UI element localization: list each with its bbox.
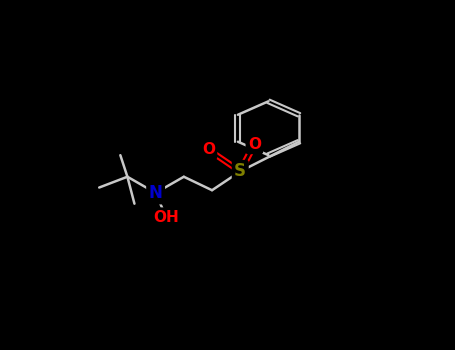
Text: O: O bbox=[248, 137, 261, 152]
Text: S: S bbox=[234, 162, 246, 180]
Text: OH: OH bbox=[153, 210, 179, 225]
Text: O: O bbox=[202, 142, 215, 157]
Text: N: N bbox=[149, 184, 162, 202]
